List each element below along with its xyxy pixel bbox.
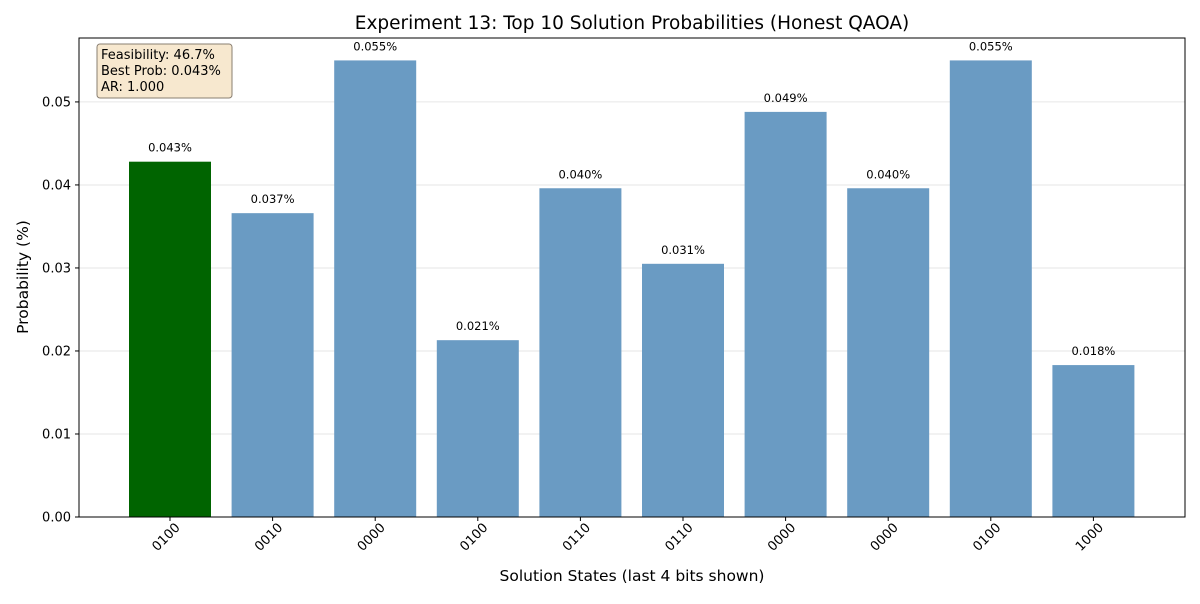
- x-tick-label: 0100: [457, 521, 491, 555]
- y-tick-label: 0.01: [42, 427, 71, 442]
- x-tick-label: 0100: [150, 521, 184, 555]
- x-tick-label: 1000: [1073, 521, 1107, 555]
- bar-2: [231, 213, 314, 518]
- x-tick-label: 0010: [252, 521, 286, 555]
- bars: [129, 60, 1135, 518]
- y-tick-label: 0.05: [42, 95, 71, 110]
- bar-8: [847, 188, 930, 517]
- bar-3: [334, 60, 417, 517]
- bar-value-label: 0.040%: [866, 167, 910, 181]
- bar-4: [436, 340, 519, 517]
- bar-10: [1052, 365, 1135, 517]
- x-tick-label: 0110: [663, 521, 697, 555]
- bar-value-label: 0.055%: [353, 39, 397, 53]
- y-tick-label: 0.00: [42, 511, 71, 526]
- y-tick-label: 0.04: [42, 178, 71, 193]
- x-tick-label: 0000: [355, 521, 389, 555]
- bar-9: [949, 60, 1032, 517]
- info-box-background: [96, 43, 233, 99]
- bar-1: [129, 161, 211, 517]
- bar-value-label: 0.055%: [969, 39, 1013, 53]
- bar-7: [744, 111, 827, 517]
- x-tick-label: 0110: [560, 521, 594, 555]
- x-tick-label: 0100: [970, 521, 1004, 555]
- info-best-prob: Best Prob: 0.043%: [101, 64, 221, 79]
- x-axis-ticks: 0100 0010 0000 0100 0110 0110 0000 0000 0100 1000: [150, 517, 1107, 555]
- info-feasibility: Feasibility: 46.7%: [101, 48, 215, 63]
- x-axis-label: Solution States (last 4 bits shown): [500, 567, 765, 585]
- y-tick-label: 0.03: [42, 261, 71, 276]
- y-axis-label: Probability (%): [14, 220, 32, 334]
- bar-value-labels: 0.043% 0.037% 0.055% 0.021% 0.040% 0.031% 0.04…: [148, 39, 1115, 358]
- y-axis-ticks: 0.00 0.01 0.02 0.03 0.04 0.05: [42, 95, 79, 526]
- bar-6: [642, 263, 724, 517]
- x-tick-label: 0000: [868, 521, 902, 555]
- bar-value-label: 0.021%: [456, 319, 500, 333]
- bar-value-label: 0.018%: [1071, 344, 1115, 358]
- chart-title: Experiment 13: Top 10 Solution Probabili…: [355, 13, 909, 34]
- y-tick-label: 0.02: [42, 344, 71, 359]
- info-box: Feasibility: 46.7% Best Prob: 0.043% AR:…: [96, 43, 233, 99]
- info-ar: AR: 1.000: [101, 80, 164, 95]
- x-tick-label: 0000: [765, 521, 799, 555]
- bar-value-label: 0.043%: [148, 141, 192, 155]
- bar-5: [539, 188, 622, 517]
- bar-value-label: 0.031%: [661, 243, 705, 257]
- bar-value-label: 0.049%: [764, 91, 808, 105]
- bar-value-label: 0.037%: [251, 192, 295, 206]
- plot-frame: [78, 37, 1186, 518]
- bar-value-label: 0.040%: [558, 167, 602, 181]
